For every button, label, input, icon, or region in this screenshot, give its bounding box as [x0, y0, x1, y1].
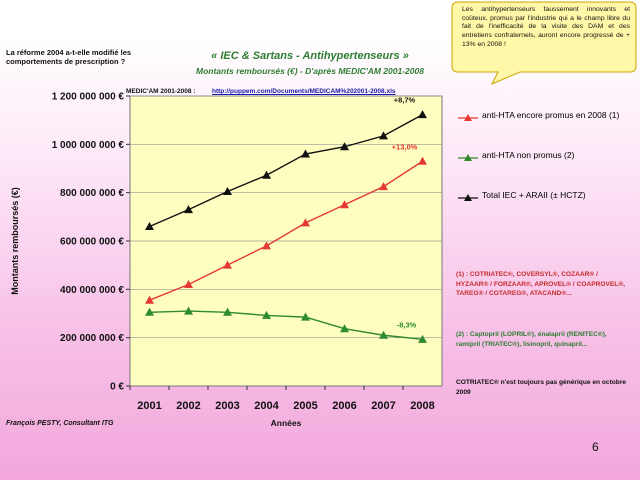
y-tick-label: 800 000 000 €: [60, 188, 124, 199]
data-point: [184, 306, 193, 315]
annotations: +8,7% +13,0% -8,3%: [392, 96, 418, 330]
data-point: [262, 241, 271, 250]
data-point: [379, 330, 388, 339]
y-tick-label: 0 €: [110, 382, 124, 393]
data-point: [418, 334, 427, 343]
x-axis-ticks: 2001 2002 2003 2004 2005 2006 2007 2008: [129, 386, 435, 412]
data-point: [340, 200, 349, 209]
x-tick-label: 2005: [293, 400, 317, 412]
x-tick-label: 2007: [371, 400, 395, 412]
x-tick-label: 2008: [410, 400, 434, 412]
slide-question: La réforme 2004 a-t-elle modifié les com…: [6, 48, 132, 67]
x-tick-label: 2004: [254, 400, 279, 412]
footnote-promoted: (1) : COTRIATEC®, COVERSYL®, COZAAR® / H…: [456, 271, 626, 298]
chart-title: « IEC & Sartans - Antihypertenseurs »: [211, 50, 409, 62]
author-credit: François PESTY, Consultant ITG: [6, 420, 114, 427]
chart-subtitle: Montants remboursés (€) - D'après MEDIC'…: [196, 66, 424, 76]
data-point: [418, 110, 427, 119]
legend-swatch-red: [458, 114, 478, 121]
legend-label-total: Total IEC + ARAII (± HCTZ): [482, 190, 586, 200]
series-line-0: [149, 160, 423, 301]
data-point: [301, 218, 310, 227]
data-point: [145, 295, 154, 304]
legend-item-total: Total IEC + ARAII (± HCTZ): [458, 190, 636, 220]
x-tick-label: 2002: [176, 400, 200, 412]
legend: anti-HTA encore promus en 2008 (1) anti-…: [458, 110, 636, 220]
data-point: [145, 222, 154, 230]
x-tick-label: 2001: [137, 400, 161, 412]
annotation-label: +8,7%: [394, 96, 416, 105]
data-point: [301, 149, 310, 158]
series-lines: [145, 110, 427, 343]
x-tick-label: 2006: [332, 400, 356, 412]
source-link[interactable]: http://puppem.com/Documents/MEDICAM%2020…: [212, 88, 396, 95]
y-axis-ticks: 0 € 200 000 000 € 400 000 000 € 600 000 000…: [52, 92, 130, 393]
y-axis-label: Montants remboursés (€): [10, 187, 20, 295]
footnote-not-promoted: (2) : Captopril (LOPRIL®), énalapril (RE…: [456, 331, 607, 348]
legend-label-promoted: anti-HTA encore promus en 2008 (1): [482, 110, 620, 120]
data-point: [184, 205, 193, 214]
page-number: 6: [592, 440, 599, 454]
x-axis-label: Années: [271, 418, 302, 428]
data-point: [262, 310, 271, 319]
annotation-label: -8,3%: [397, 320, 417, 329]
data-point: [223, 186, 232, 195]
grid-lines: [130, 95, 442, 339]
data-point: [223, 307, 232, 316]
legend-label-not-promoted: anti-HTA non promus (2): [482, 150, 575, 160]
data-point: [145, 307, 154, 316]
legend-item-not-promoted: anti-HTA non promus (2): [458, 150, 636, 190]
source-label: MEDIC'AM 2001-2008 :: [126, 88, 196, 95]
y-tick-label: 200 000 000 €: [60, 333, 124, 344]
callout-bubble: [451, 1, 637, 85]
data-point: [262, 170, 271, 179]
data-point: [379, 131, 388, 140]
series-line-1: [149, 310, 423, 341]
x-tick-label: 2003: [215, 400, 239, 412]
data-point: [223, 260, 232, 269]
y-tick-label: 1 000 000 000 €: [52, 140, 125, 151]
legend-item-promoted: anti-HTA encore promus en 2008 (1): [458, 110, 636, 150]
footnote-generic: COTRIATEC® n'est toujours pas générique …: [456, 379, 627, 396]
data-point: [418, 156, 427, 165]
data-point: [184, 280, 193, 288]
y-tick-label: 400 000 000 €: [60, 285, 124, 296]
data-point: [301, 312, 310, 321]
data-point: [379, 182, 388, 191]
y-tick-label: 600 000 000 €: [60, 237, 124, 248]
legend-swatch-green: [458, 154, 478, 161]
y-tick-label: 1 200 000 000 €: [52, 92, 125, 103]
callout-text: Les antihypertenseurs faussement innovan…: [462, 6, 630, 48]
data-point: [340, 324, 349, 333]
legend-swatch-black: [458, 194, 478, 201]
annotation-label: +13,0%: [392, 142, 418, 151]
data-point: [340, 142, 349, 151]
series-line-2: [149, 113, 423, 228]
